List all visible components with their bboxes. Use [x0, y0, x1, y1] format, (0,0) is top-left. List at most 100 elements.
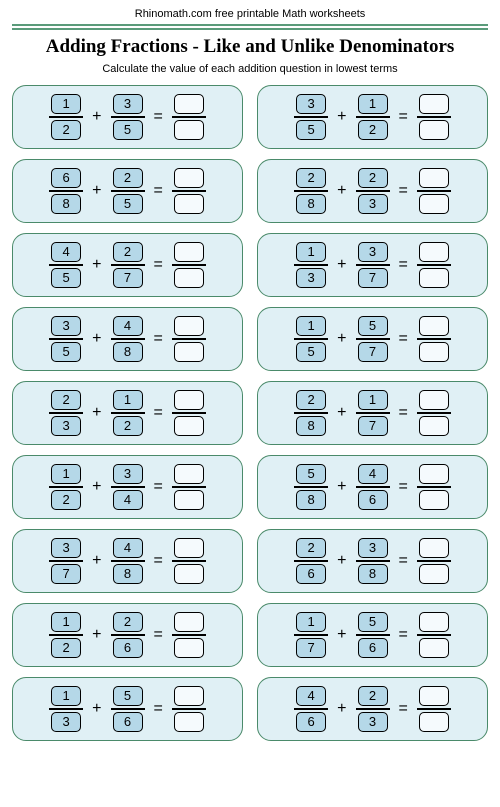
fraction-bar [356, 116, 390, 118]
plus-operator: + [91, 552, 102, 570]
problem-box: 26+38= [257, 529, 488, 593]
fraction: 12 [49, 464, 83, 510]
numerator-cell: 1 [296, 242, 326, 262]
denominator-cell [174, 268, 204, 288]
fraction: 35 [111, 94, 145, 140]
fraction-bar [417, 708, 451, 710]
numerator-cell [174, 94, 204, 114]
fraction-bar [356, 412, 390, 414]
numerator-cell: 2 [113, 612, 143, 632]
fraction: 26 [111, 612, 145, 658]
fraction [172, 390, 206, 436]
denominator-cell [174, 638, 204, 658]
equals-operator: = [398, 330, 409, 348]
problem-box: 13+56= [12, 677, 243, 741]
problem-box: 17+56= [257, 603, 488, 667]
fraction-bar [49, 412, 83, 414]
numerator-cell: 4 [113, 538, 143, 558]
denominator-cell: 5 [51, 268, 81, 288]
fraction-bar [111, 634, 145, 636]
fraction: 28 [294, 168, 328, 214]
fraction [172, 612, 206, 658]
denominator-cell: 8 [296, 416, 326, 436]
equals-operator: = [153, 330, 164, 348]
numerator-cell [419, 168, 449, 188]
top-rule-1 [12, 24, 488, 26]
numerator-cell: 2 [296, 390, 326, 410]
fraction: 68 [49, 168, 83, 214]
numerator-cell: 5 [113, 686, 143, 706]
fraction-bar [49, 560, 83, 562]
problem-box: 35+48= [12, 307, 243, 371]
denominator-cell: 5 [113, 194, 143, 214]
numerator-cell: 3 [358, 538, 388, 558]
fraction: 12 [111, 390, 145, 436]
fraction [417, 390, 451, 436]
fraction-bar [294, 116, 328, 118]
numerator-cell: 1 [296, 612, 326, 632]
denominator-cell: 2 [51, 638, 81, 658]
fraction: 28 [294, 390, 328, 436]
denominator-cell: 4 [113, 490, 143, 510]
denominator-cell: 2 [51, 490, 81, 510]
denominator-cell: 8 [113, 564, 143, 584]
equals-operator: = [153, 256, 164, 274]
numerator-cell: 2 [296, 168, 326, 188]
problem-box: 12+34= [12, 455, 243, 519]
numerator-cell [174, 242, 204, 262]
fraction: 26 [294, 538, 328, 584]
fraction-bar [49, 634, 83, 636]
denominator-cell [419, 712, 449, 732]
equals-operator: = [153, 108, 164, 126]
fraction-bar [49, 190, 83, 192]
numerator-cell: 4 [296, 686, 326, 706]
page-title: Adding Fractions - Like and Unlike Denom… [42, 36, 458, 59]
equals-operator: = [398, 404, 409, 422]
equals-operator: = [398, 626, 409, 644]
plus-operator: + [336, 478, 347, 496]
fraction-bar [417, 560, 451, 562]
numerator-cell: 1 [51, 464, 81, 484]
equals-operator: = [398, 182, 409, 200]
denominator-cell [419, 268, 449, 288]
numerator-cell [419, 538, 449, 558]
fraction-bar [111, 264, 145, 266]
fraction-bar [172, 116, 206, 118]
fraction [172, 94, 206, 140]
equals-operator: = [153, 700, 164, 718]
fraction: 56 [356, 612, 390, 658]
fraction-bar [111, 338, 145, 340]
fraction: 17 [294, 612, 328, 658]
fraction [172, 464, 206, 510]
fraction-bar [172, 412, 206, 414]
denominator-cell: 6 [358, 638, 388, 658]
denominator-cell: 2 [113, 416, 143, 436]
denominator-cell [419, 638, 449, 658]
fraction: 58 [294, 464, 328, 510]
numerator-cell: 2 [51, 390, 81, 410]
denominator-cell: 8 [296, 490, 326, 510]
problem-box: 46+23= [257, 677, 488, 741]
denominator-cell [174, 416, 204, 436]
fraction: 13 [294, 242, 328, 288]
denominator-cell [174, 490, 204, 510]
plus-operator: + [336, 552, 347, 570]
numerator-cell: 6 [51, 168, 81, 188]
fraction [417, 242, 451, 288]
denominator-cell: 6 [113, 712, 143, 732]
fraction: 34 [111, 464, 145, 510]
denominator-cell: 6 [296, 564, 326, 584]
fraction-bar [111, 708, 145, 710]
fraction-bar [417, 634, 451, 636]
denominator-cell [419, 416, 449, 436]
numerator-cell [419, 686, 449, 706]
fraction-bar [111, 116, 145, 118]
plus-operator: + [336, 256, 347, 274]
fraction: 12 [356, 94, 390, 140]
denominator-cell: 7 [113, 268, 143, 288]
equals-operator: = [398, 552, 409, 570]
plus-operator: + [336, 700, 347, 718]
denominator-cell [419, 194, 449, 214]
top-rule-2 [12, 28, 488, 30]
fraction [417, 94, 451, 140]
